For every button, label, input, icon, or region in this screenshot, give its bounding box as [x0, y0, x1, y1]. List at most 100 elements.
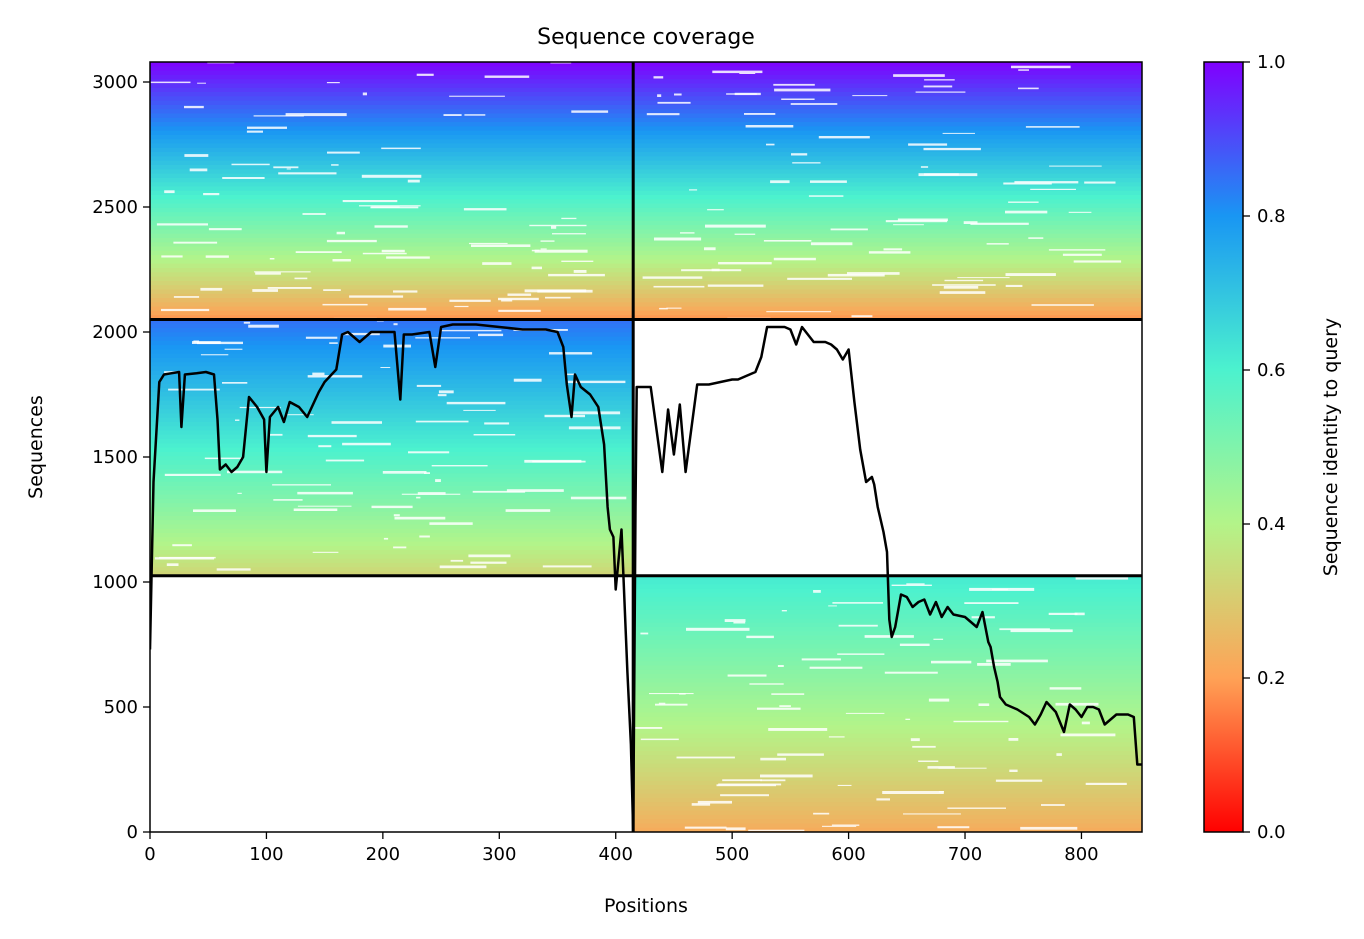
coverage-gap: [1085, 782, 1127, 785]
coverage-band: [633, 609, 1142, 615]
coverage-band: [150, 558, 634, 564]
coverage-band: [150, 92, 634, 97]
coverage-gap: [568, 426, 621, 430]
coverage-band: [633, 173, 1142, 179]
coverage-gap: [1003, 182, 1052, 185]
coverage-gap: [790, 103, 838, 105]
coverage-gap: [297, 491, 353, 495]
coverage-gap: [920, 166, 929, 168]
coverage-band: [150, 375, 634, 380]
coverage-gap: [801, 658, 841, 661]
coverage-band: [633, 242, 1142, 248]
coverage-band: [633, 199, 1142, 205]
coverage-gap: [918, 173, 978, 177]
coverage-band: [633, 298, 1142, 303]
coverage-gap: [286, 168, 291, 170]
coverage-gap: [810, 180, 847, 183]
coverage-band: [150, 456, 634, 462]
coverage-gap: [760, 757, 786, 761]
coverage-band: [150, 242, 634, 248]
coverage-gap: [184, 105, 204, 109]
coverage-band: [150, 229, 634, 235]
x-tick-label: 0: [144, 844, 155, 865]
coverage-gap: [787, 277, 852, 280]
coverage-gap: [361, 174, 422, 178]
coverage-gap: [727, 674, 767, 677]
coverage-gap: [416, 496, 421, 499]
colorbar-tick-label: 0.4: [1257, 514, 1286, 535]
y-axis-ticks: 0 500 1000 1500 2000 2500 3000: [92, 72, 150, 843]
coverage-band: [633, 614, 1142, 620]
coverage-band: [633, 186, 1142, 192]
coverage-band: [150, 443, 634, 449]
coverage-band: [150, 289, 634, 295]
coverage-gap: [243, 321, 251, 324]
coverage-gap: [362, 252, 407, 255]
coverage-band: [633, 656, 1142, 662]
coverage-band: [150, 460, 634, 466]
coverage-gap: [1030, 188, 1076, 190]
x-tick-label: 600: [831, 844, 865, 865]
coverage-band: [633, 721, 1142, 726]
coverage-band: [150, 409, 634, 415]
coverage-gap: [679, 693, 686, 695]
coverage-band: [150, 370, 634, 376]
coverage-gap: [161, 255, 183, 258]
coverage-gap: [653, 76, 664, 79]
coverage-band: [633, 255, 1142, 260]
coverage-band: [150, 186, 634, 192]
coverage-gap: [255, 272, 281, 275]
coverage-gap: [1056, 753, 1062, 756]
coverage-band: [150, 392, 634, 397]
coverage-band: [633, 160, 1142, 166]
coverage-gap: [318, 445, 332, 448]
coverage-band: [150, 511, 634, 517]
coverage-gap: [168, 388, 220, 391]
coverage-gap: [986, 243, 1009, 245]
coverage-gap: [912, 745, 936, 748]
coverage-band: [150, 345, 634, 350]
coverage-gap: [658, 702, 666, 705]
coverage-band: [150, 207, 634, 213]
coverage-gap: [680, 232, 695, 234]
coverage-gap: [766, 143, 775, 146]
coverage-gap: [746, 635, 774, 639]
coverage-band: [633, 130, 1142, 136]
coverage-band: [633, 302, 1142, 308]
coverage-gap: [524, 289, 587, 293]
coverage-band: [150, 404, 634, 410]
coverage-band: [633, 802, 1142, 807]
colorbar-tick-label: 0.8: [1257, 206, 1286, 227]
coverage-gap: [711, 268, 720, 272]
coverage-gap: [342, 332, 380, 336]
coverage-gap: [744, 113, 776, 115]
coverage-band: [150, 477, 634, 483]
coverage-gap: [472, 490, 526, 493]
coverage-gap: [970, 222, 1029, 225]
coverage-band: [150, 464, 634, 470]
coverage-band: [150, 302, 634, 308]
coverage-band: [633, 674, 1142, 679]
coverage-gap: [204, 457, 243, 460]
coverage-band: [150, 494, 634, 500]
coverage-gap: [325, 459, 365, 462]
coverage-band: [150, 263, 634, 269]
coverage-band: [150, 541, 634, 547]
coverage-gap: [924, 79, 955, 81]
coverage-band: [633, 793, 1142, 799]
coverage-band: [633, 100, 1142, 106]
coverage-gap: [336, 231, 345, 235]
coverage-gap: [722, 779, 762, 782]
coverage-gap: [415, 420, 469, 423]
coverage-band: [633, 143, 1142, 149]
coverage-band: [150, 353, 634, 359]
coverage-gap: [1028, 237, 1044, 239]
coverage-gap: [864, 635, 914, 638]
coverage-band: [150, 545, 634, 551]
coverage-gap: [810, 242, 853, 246]
coverage-gap: [287, 414, 314, 416]
coverage-band: [150, 152, 634, 157]
coverage-band: [150, 160, 634, 166]
coverage-gap: [424, 472, 430, 474]
coverage-gap: [760, 774, 813, 778]
